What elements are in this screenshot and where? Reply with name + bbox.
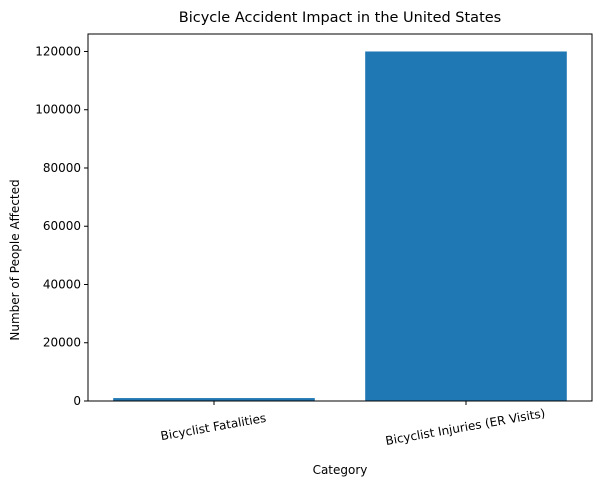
- y-tick-label: 80000: [43, 161, 81, 175]
- x-axis-label: Category: [313, 463, 368, 477]
- y-axis-label: Number of People Affected: [8, 179, 22, 340]
- y-tick-label: 120000: [35, 44, 81, 58]
- bars-group: [113, 51, 567, 401]
- bar-bicyclist-injuries-er-visits: [365, 51, 567, 401]
- x-tick-label: Bicyclist Injuries (ER Visits): [384, 406, 546, 448]
- x-axis-ticks: Bicyclist Fatalities Bicyclist Injuries (…: [159, 401, 546, 448]
- y-axis-ticks: 0 20000 40000 60000 80000 100000 120000: [35, 44, 88, 408]
- x-tick-label: Bicyclist Fatalities: [159, 411, 267, 443]
- y-tick-label: 20000: [43, 336, 81, 350]
- y-tick-label: 0: [73, 394, 81, 408]
- y-tick-label: 60000: [43, 219, 81, 233]
- y-tick-label: 40000: [43, 277, 81, 291]
- bar-bicyclist-fatalities: [113, 398, 315, 401]
- plot-frame: [87, 33, 593, 402]
- plot-area: 0 20000 40000 60000 80000 100000 120000 Bicycl…: [35, 33, 593, 448]
- chart-title: Bicycle Accident Impact in the United St…: [179, 10, 501, 26]
- y-tick-label: 100000: [35, 103, 81, 117]
